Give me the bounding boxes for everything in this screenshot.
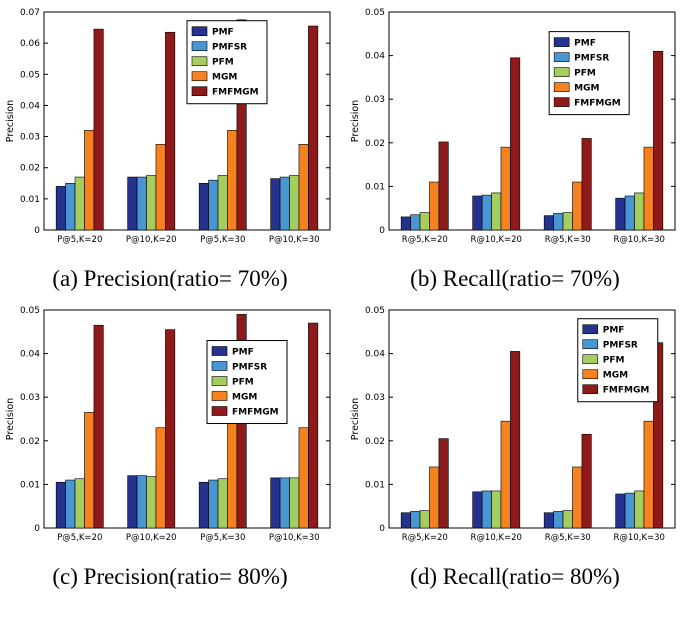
caption-recall-80: (d) Recall(ratio= 80%) bbox=[410, 564, 620, 589]
chart-precision-80: 0 0.01 0.02 0.03 0.04 0.05 P@5,K=20 P@10,K=20 P@… bbox=[5, 306, 331, 543]
svg-text:0.04: 0.04 bbox=[365, 350, 385, 360]
svg-text:0.01: 0.01 bbox=[20, 480, 40, 490]
figure-grid: 0 0.01 0.02 0.03 0.04 0.05 0.06 0.07 P@5,K=20 P@1… bbox=[0, 4, 685, 590]
svg-text:0: 0 bbox=[34, 524, 40, 534]
svg-text:0.04: 0.04 bbox=[20, 101, 40, 111]
svg-text:FMFMGM: FMFMGM bbox=[232, 408, 279, 418]
svg-text:R@10,K=30: R@10,K=30 bbox=[614, 235, 665, 245]
svg-text:0.05: 0.05 bbox=[365, 306, 385, 316]
caption-recall-70: (b) Recall(ratio= 70%) bbox=[410, 266, 620, 291]
caption-precision-80: (c) Precision(ratio= 80%) bbox=[52, 564, 288, 589]
svg-text:P@10,K=20: P@10,K=20 bbox=[126, 235, 177, 245]
svg-text:P@5,K=20: P@5,K=20 bbox=[57, 235, 102, 245]
svg-text:Precision: Precision bbox=[350, 398, 361, 440]
svg-text:0.05: 0.05 bbox=[20, 70, 40, 80]
svg-text:R@5,K=20: R@5,K=20 bbox=[402, 235, 448, 245]
svg-text:0.01: 0.01 bbox=[365, 480, 385, 490]
svg-text:0.06: 0.06 bbox=[20, 39, 40, 49]
svg-text:P@5,K=20: P@5,K=20 bbox=[57, 533, 102, 543]
svg-text:Precision: Precision bbox=[5, 100, 16, 142]
svg-text:R@5,K=30: R@5,K=30 bbox=[545, 533, 591, 543]
svg-text:P@10,K=30: P@10,K=30 bbox=[269, 533, 320, 543]
svg-text:0.02: 0.02 bbox=[365, 139, 385, 149]
svg-text:R@5,K=30: R@5,K=30 bbox=[545, 235, 591, 245]
svg-text:R@5,K=20: R@5,K=20 bbox=[402, 533, 448, 543]
svg-text:MGM: MGM bbox=[603, 371, 628, 381]
svg-text:0.03: 0.03 bbox=[365, 393, 385, 403]
chart-recall-80: 0 0.01 0.02 0.03 0.04 0.05 R@5,K=20 R@10,K=20 R@… bbox=[350, 306, 676, 543]
svg-text:PFM: PFM bbox=[574, 69, 596, 79]
svg-text:PMFSR: PMFSR bbox=[574, 54, 609, 64]
svg-text:0.01: 0.01 bbox=[20, 195, 40, 205]
panel-recall-70: 0 0.01 0.02 0.03 0.04 0.05 R@5,K=20 R@10,K=20 R@… bbox=[345, 4, 685, 292]
svg-text:PMFSR: PMFSR bbox=[603, 341, 638, 351]
svg-text:P@10,K=20: P@10,K=20 bbox=[126, 533, 177, 543]
panel-recall-80: 0 0.01 0.02 0.03 0.04 0.05 R@5,K=20 R@10,K=20 R@… bbox=[345, 302, 685, 590]
panel-precision-80: 0 0.01 0.02 0.03 0.04 0.05 P@5,K=20 P@10,K=20 P@… bbox=[0, 302, 340, 590]
svg-text:P@10,K=30: P@10,K=30 bbox=[269, 235, 320, 245]
svg-text:0.03: 0.03 bbox=[365, 95, 385, 105]
svg-text:FMFMGM: FMFMGM bbox=[603, 386, 650, 396]
svg-text:PMF: PMF bbox=[212, 28, 234, 38]
svg-text:Precision: Precision bbox=[5, 398, 16, 440]
svg-text:0.07: 0.07 bbox=[20, 8, 40, 18]
svg-text:0.02: 0.02 bbox=[365, 437, 385, 447]
svg-text:MGM: MGM bbox=[212, 73, 237, 83]
svg-text:P@5,K=30: P@5,K=30 bbox=[200, 533, 245, 543]
svg-text:PMFSR: PMFSR bbox=[212, 43, 247, 53]
panel-precision-70: 0 0.01 0.02 0.03 0.04 0.05 0.06 0.07 P@5,K=20 P@1… bbox=[0, 4, 340, 292]
svg-text:PMF: PMF bbox=[603, 326, 625, 336]
svg-text:P@5,K=30: P@5,K=30 bbox=[200, 235, 245, 245]
svg-text:0.04: 0.04 bbox=[365, 52, 385, 62]
svg-text:FMFMGM: FMFMGM bbox=[212, 88, 259, 98]
svg-text:0.03: 0.03 bbox=[20, 133, 40, 143]
svg-text:0: 0 bbox=[379, 524, 385, 534]
svg-text:Precision: Precision bbox=[350, 100, 361, 142]
svg-text:R@10,K=20: R@10,K=20 bbox=[471, 235, 522, 245]
svg-text:0.01: 0.01 bbox=[365, 182, 385, 192]
svg-text:0.05: 0.05 bbox=[20, 306, 40, 316]
caption-precision-70: (a) Precision(ratio= 70%) bbox=[52, 266, 288, 291]
svg-text:0.02: 0.02 bbox=[20, 437, 40, 447]
svg-text:R@10,K=30: R@10,K=30 bbox=[614, 533, 665, 543]
chart-precision-70: 0 0.01 0.02 0.03 0.04 0.05 0.06 0.07 P@5,K=20 P@1… bbox=[5, 8, 331, 245]
svg-text:FMFMGM: FMFMGM bbox=[574, 99, 621, 109]
svg-text:PMF: PMF bbox=[232, 348, 254, 358]
svg-text:0.03: 0.03 bbox=[20, 393, 40, 403]
svg-text:R@10,K=20: R@10,K=20 bbox=[471, 533, 522, 543]
svg-text:MGM: MGM bbox=[574, 84, 599, 94]
svg-text:0.04: 0.04 bbox=[20, 350, 40, 360]
svg-text:PFM: PFM bbox=[232, 378, 254, 388]
svg-text:MGM: MGM bbox=[232, 393, 257, 403]
svg-text:0: 0 bbox=[34, 226, 40, 236]
chart-recall-70: 0 0.01 0.02 0.03 0.04 0.05 R@5,K=20 R@10,K=20 R@… bbox=[350, 8, 676, 245]
svg-text:0.02: 0.02 bbox=[20, 164, 40, 174]
svg-text:PFM: PFM bbox=[603, 356, 625, 366]
svg-text:0.05: 0.05 bbox=[365, 8, 385, 18]
svg-text:PMFSR: PMFSR bbox=[232, 363, 267, 373]
svg-text:PFM: PFM bbox=[212, 58, 234, 68]
svg-text:PMF: PMF bbox=[574, 39, 596, 49]
svg-text:0: 0 bbox=[379, 226, 385, 236]
